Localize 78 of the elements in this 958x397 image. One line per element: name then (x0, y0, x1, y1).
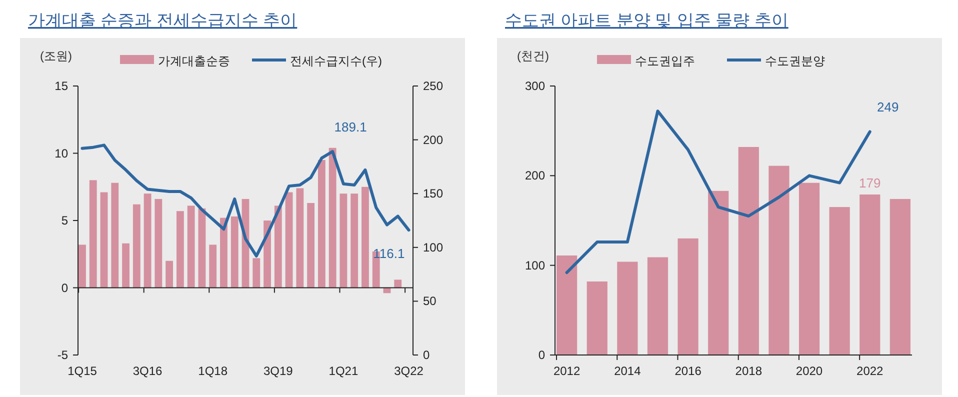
bar (708, 190, 729, 355)
bar (230, 216, 238, 288)
y2-tick-label: 100 (423, 240, 444, 254)
bar (274, 206, 282, 288)
data-label: 179 (859, 175, 881, 190)
y-tick-label: 100 (524, 258, 546, 272)
bar (350, 194, 358, 288)
bar (100, 192, 108, 288)
x-tick-label: 3Q19 (263, 364, 294, 378)
x-tick-label: 2016 (674, 364, 702, 378)
y-tick-label: 15 (54, 79, 68, 93)
y-tick-label: 300 (524, 79, 546, 93)
bar (78, 244, 86, 288)
y-tick-label: 10 (54, 146, 68, 160)
bar (198, 208, 206, 288)
x-tick-label: 1Q18 (198, 364, 228, 378)
bar (340, 194, 348, 288)
bar (307, 203, 315, 288)
bar (220, 218, 228, 288)
bar (296, 188, 304, 288)
x-tick-label: 2018 (735, 364, 762, 378)
x-tick-label: 3Q22 (394, 364, 424, 378)
x-tick-label: 2012 (553, 364, 580, 378)
y-tick-label: 0 (61, 280, 68, 295)
x-tick-label: 2014 (614, 364, 642, 378)
y-tick-label: -5 (57, 348, 68, 362)
bar (252, 258, 260, 288)
bar (678, 238, 698, 355)
bar (586, 281, 608, 355)
y-tick-label: 200 (524, 168, 546, 183)
bar (187, 206, 195, 288)
data-label: 189.1 (334, 120, 367, 135)
bar (285, 192, 293, 288)
bar (556, 255, 578, 355)
y2-tick-label: 150 (423, 186, 444, 201)
bar (860, 194, 880, 355)
bar (166, 260, 174, 288)
bar (647, 257, 668, 355)
bar (617, 262, 638, 355)
legend-label: 수도권입주 (635, 54, 695, 68)
x-tick-label: 2020 (796, 364, 823, 378)
x-tick-label: 3Q16 (132, 364, 163, 378)
x-tick-label: 1Q15 (68, 364, 98, 378)
data-label: 249 (877, 100, 899, 115)
line-series (80, 144, 410, 258)
legend-label: 수도권분양 (765, 54, 825, 68)
legend-label: 전세수급지수(우) (290, 54, 382, 68)
bar (362, 186, 369, 288)
chart-title: 수도권 아파트 분양 및 입주 물량 추이 (505, 11, 788, 30)
x-tick-label: 2022 (856, 364, 884, 378)
bar (111, 182, 119, 288)
bar (144, 194, 152, 288)
bar (768, 166, 790, 355)
bar (176, 211, 184, 288)
bar (132, 204, 140, 288)
bar (798, 182, 820, 355)
bar (122, 243, 130, 288)
bar (829, 207, 850, 355)
bar (394, 280, 402, 288)
y-axis-title: (천건) (517, 49, 549, 63)
bar (154, 198, 162, 288)
y2-tick-label: 50 (423, 294, 437, 308)
bar (738, 146, 759, 355)
bar (318, 160, 326, 288)
bar (328, 148, 336, 288)
y2-tick-label: 200 (423, 132, 444, 147)
data-label: 116.1 (373, 246, 405, 262)
y2-tick-label: 250 (423, 79, 444, 93)
x-tick-label: 1Q21 (328, 364, 358, 378)
bar (209, 244, 217, 288)
y2-tick-label: 0 (423, 348, 430, 362)
y-tick-label: 0 (538, 348, 546, 362)
bar (89, 180, 97, 288)
bar (890, 198, 910, 355)
y-tick-label: 5 (61, 214, 68, 228)
y-axis-title: (조원) (40, 49, 72, 63)
chart-title: 가계대출 순증과 전세수급지수 추이 (28, 11, 298, 30)
legend-label: 가계대출순증 (158, 54, 230, 68)
